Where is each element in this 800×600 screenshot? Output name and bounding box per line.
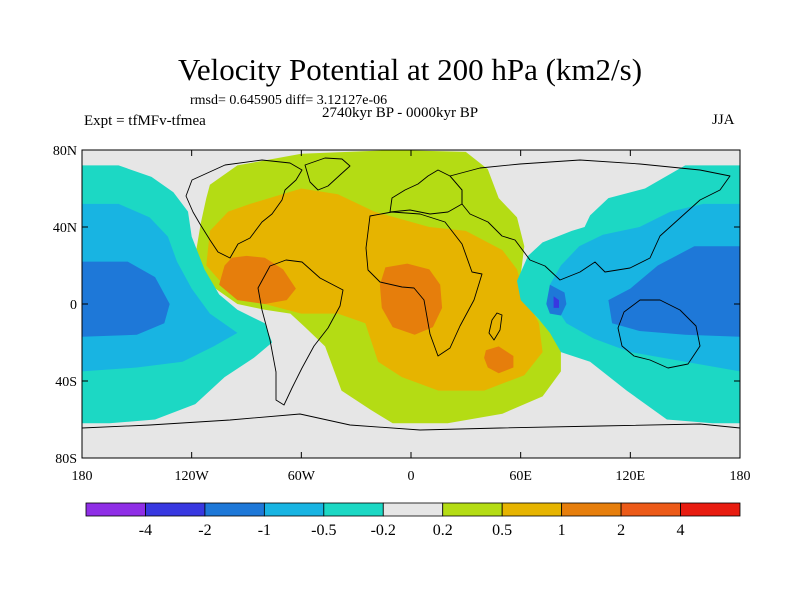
- colorbar-label: 2: [617, 522, 625, 539]
- colorbar-label: -0.2: [371, 522, 396, 539]
- colorbar-label: -0.5: [311, 522, 336, 539]
- colorbar-swatch: [323, 502, 384, 517]
- lat-tick-label: 0: [70, 298, 77, 313]
- colorbar-swatch: [680, 502, 741, 517]
- coastline-asia: [449, 159, 731, 281]
- colorbar-label: -2: [198, 522, 211, 539]
- coastline-africa: [365, 211, 483, 357]
- stats-line: rmsd= 0.645905 diff= 3.12127e-06: [190, 93, 388, 108]
- lat-tick-label: 80N: [53, 144, 77, 159]
- map-axes: 80N 40N 0 40S 80S 180 120W 60W 0 60E 120E 180: [53, 144, 751, 484]
- colorbar-swatch: [382, 502, 444, 517]
- lon-tick-label: 60E: [509, 469, 532, 484]
- colorbar: -4 -2 -1 -0.5 -0.2 0.2 0.5 1 2 4: [85, 502, 741, 539]
- page-title: Velocity Potential at 200 hPa (km2/s): [177, 52, 643, 87]
- experiment-label: Expt = tfMFv-tfmea: [84, 113, 206, 129]
- contour-negative-lobe-indian-2: [553, 296, 559, 308]
- colorbar-swatch: [501, 502, 563, 517]
- contour-positive-lobe-2-madagascar: [484, 346, 514, 374]
- lon-tick-label: 60W: [288, 469, 316, 484]
- colorbar-swatch: [620, 502, 681, 517]
- lon-tick-label: 180: [72, 469, 93, 484]
- colorbar-label: 4: [677, 522, 685, 539]
- colorbar-label: 0.5: [492, 522, 512, 539]
- contour-positive-lobe-2-americas: [219, 255, 296, 304]
- lat-tick-label: 40S: [55, 375, 77, 390]
- contour-negative-lobe-pacific-east-1: [82, 261, 170, 337]
- contour-negative-lobe-pacific-west-1: [608, 246, 740, 337]
- colorbar-swatch: [263, 502, 325, 517]
- colorbar-label: 1: [558, 522, 566, 539]
- lat-tick-label: 40N: [53, 221, 77, 236]
- lon-tick-label: 0: [408, 469, 415, 484]
- coastline-madagascar: [488, 312, 503, 341]
- colorbar-swatch: [204, 502, 265, 517]
- lon-tick-label: 120E: [616, 469, 646, 484]
- period-label: 2740kyr BP - 0000kyr BP: [322, 105, 479, 121]
- coastline-north-america: [185, 159, 303, 259]
- lat-tick-label: 80S: [55, 452, 77, 467]
- coastline-antarctica: [82, 413, 740, 431]
- coastline-australia: [617, 299, 701, 369]
- colorbar-swatch: [442, 502, 503, 517]
- coastlines: [82, 157, 740, 431]
- lon-tick-label: 120W: [175, 469, 210, 484]
- season-label: JJA: [712, 112, 735, 128]
- colorbar-label: 0.2: [433, 522, 453, 539]
- colorbar-swatch: [145, 502, 206, 517]
- colorbar-swatch: [561, 502, 622, 517]
- colorbar-label: -1: [258, 522, 271, 539]
- coastline-greenland: [304, 157, 351, 191]
- colorbar-label: -4: [139, 522, 152, 539]
- coastline-south-america: [257, 259, 344, 406]
- colorbar-swatch: [85, 502, 146, 517]
- lon-tick-label: 180: [730, 469, 751, 484]
